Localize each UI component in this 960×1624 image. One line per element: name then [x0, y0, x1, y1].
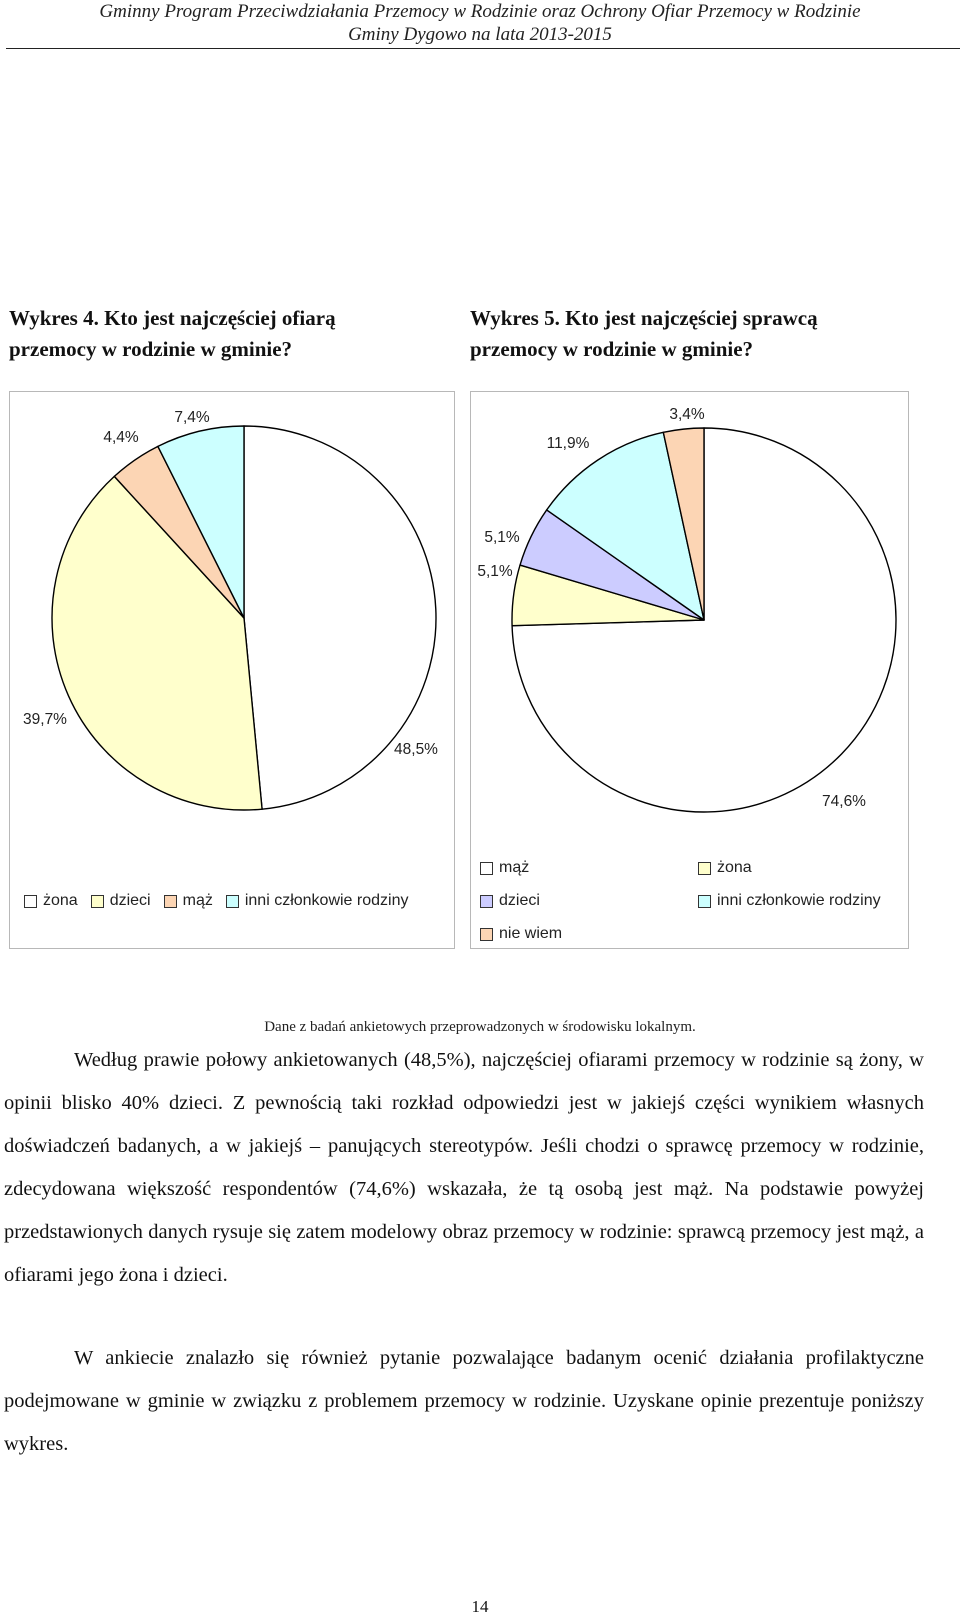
chart5-legend-label-zona: żona: [717, 859, 752, 876]
chart4-legend-swatch-maz: [163, 894, 177, 908]
chart5-data-label-3: 11,9%: [547, 435, 590, 452]
chart4-legend-label-maz: mąż: [182, 892, 213, 909]
chart5-legend-item-nie-wiem: nie wiem: [480, 925, 562, 943]
header-line-2: Gminy Dygowo na lata 2013-2015: [348, 24, 612, 45]
chart5-legend-item-maz: mąż: [480, 859, 529, 877]
chart4-data-label-3: 7,4%: [174, 409, 210, 426]
chart4-legend-swatch-dzieci: [90, 894, 104, 908]
chart5-slice-3: [545, 431, 705, 621]
chart5-legend-item-dzieci: dzieci: [480, 892, 540, 910]
chart5-legend-swatch-maz: [480, 861, 493, 875]
page-number: 14: [471, 1597, 489, 1616]
chart5-legend-label-inni: inni członkowie rodziny: [717, 892, 881, 909]
chart5-legend-label-maz: mąż: [499, 859, 530, 876]
chart4-legend-item-inni: inni członkowie rodziny: [225, 892, 409, 910]
chart4-data-label-0: 48,5%: [394, 741, 438, 758]
chart5-caption: Wykres 5. Kto jest najczęściej sprawcą p…: [470, 303, 818, 365]
chart5-slice-4: [662, 427, 705, 621]
chart4-legend-label-zona: żona: [43, 892, 78, 909]
chart5-legend-item-inni: inni członkowie rodziny: [698, 892, 881, 910]
chart4-data-label-2: 4,4%: [103, 429, 139, 446]
chart4-legend-item-maz: mąż: [163, 892, 213, 910]
chart4-data-label-1: 39,7%: [23, 711, 67, 728]
chart5-data-label-2: 5,1%: [484, 529, 520, 546]
chart5-legend-label-dzieci: dzieci: [499, 892, 540, 909]
body-paragraph-2: W ankiecie znalazło się również pytanie …: [4, 1347, 924, 1455]
chart4-legend-label-inni: inni członkowie rodziny: [244, 892, 409, 909]
chart4-pie-chart: 48,5% 39,7% 4,4% 7,4% żona dzieci mąż inni …: [9, 391, 455, 949]
chart5-legend-swatch-dzieci: [480, 894, 493, 908]
chart4-caption-line-1: Wykres 4. Kto jest najczęściej ofiarą: [9, 306, 336, 330]
chart5-plot: 74,6% 5,1% 5,1% 11,9% 3,4%: [477, 406, 897, 813]
chart4-slice-3: [157, 425, 245, 619]
chart5-caption-line-2: przemocy w rodzinie w gminie?: [470, 337, 754, 361]
chart5-data-label-1: 5,1%: [477, 563, 513, 580]
chart5-legend-swatch-inni: [698, 894, 711, 908]
chart4-slice-0: [243, 425, 437, 810]
chart4-legend-swatch-inni: [225, 894, 239, 908]
page-header: Gminny Program Przeciwdziałania Przemocy…: [0, 0, 960, 46]
chart5-caption-line-1: Wykres 5. Kto jest najczęściej sprawcą: [470, 306, 818, 330]
header-line-1: Gminny Program Przeciwdziałania Przemocy…: [99, 1, 861, 22]
chart4-caption: Wykres 4. Kto jest najczęściej ofiarą pr…: [9, 303, 336, 365]
source-note: Dane z badań ankietowych przeprowadzonyc…: [264, 1019, 696, 1035]
chart5-legend-label-nie-wiem: nie wiem: [499, 925, 563, 942]
body-paragraph-1: Według prawie połowy ankietowanych (48,5…: [4, 1049, 924, 1286]
chart5-legend-swatch-zona: [698, 861, 711, 875]
chart5-data-label-0: 74,6%: [822, 793, 866, 810]
chart4-caption-line-2: przemocy w rodzinie w gminie?: [9, 337, 293, 361]
chart5-pie-chart: 74,6% 5,1% 5,1% 11,9% 3,4% mąż żona dzieci i…: [470, 391, 909, 949]
chart5-legend-item-zona: żona: [698, 859, 752, 877]
chart4-legend-item-dzieci: dzieci: [90, 892, 151, 910]
header-rule: [6, 48, 960, 49]
chart4-slice-1: [51, 475, 263, 811]
chart4-legend-label-dzieci: dzieci: [109, 892, 151, 909]
chart4-legend-item-zona: żona: [24, 892, 78, 910]
chart4-legend: żona dzieci mąż inni członkowie rodziny: [24, 892, 408, 910]
chart5-legend-swatch-nie-wiem: [480, 927, 493, 941]
chart4-plot: 48,5% 39,7% 4,4% 7,4%: [23, 409, 438, 811]
chart4-legend-swatch-zona: [24, 894, 37, 908]
chart5-data-label-4: 3,4%: [669, 406, 705, 423]
